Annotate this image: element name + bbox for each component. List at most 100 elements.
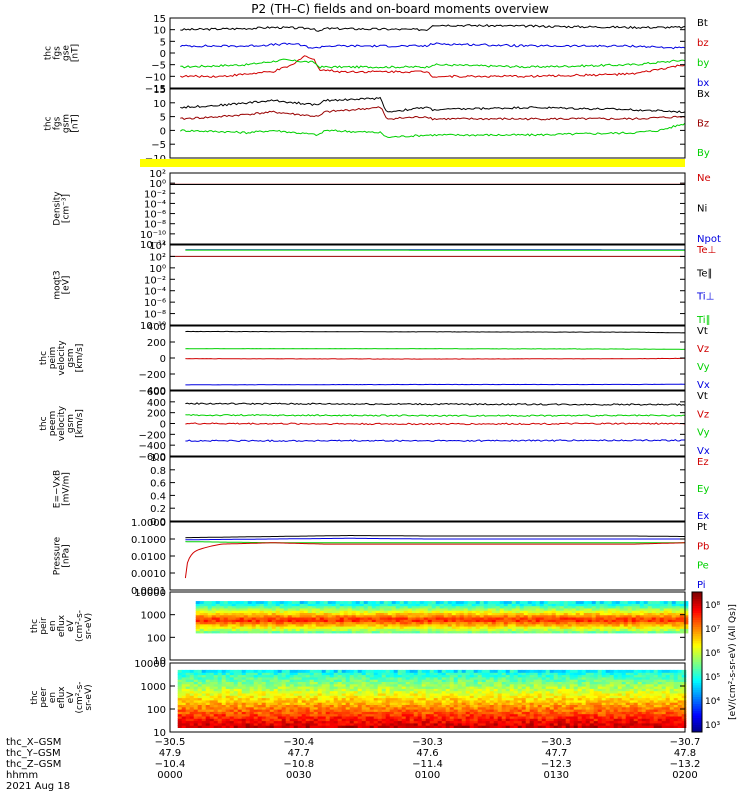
heatmap-cell bbox=[571, 621, 577, 625]
heatmap-cell bbox=[605, 692, 611, 696]
heatmap-cell bbox=[217, 672, 223, 676]
heatmap-cell bbox=[457, 704, 463, 708]
heatmap-cell bbox=[675, 630, 681, 634]
heatmap-cell bbox=[239, 605, 245, 609]
heatmap-cell bbox=[355, 621, 361, 625]
heatmap-cell bbox=[367, 607, 373, 611]
heatmap-cell bbox=[207, 630, 213, 634]
heatmap-cell bbox=[423, 623, 429, 627]
heatmap-cell bbox=[423, 621, 429, 625]
heatmap-cell bbox=[341, 681, 347, 685]
heatmap-cell bbox=[431, 612, 437, 616]
heatmap-cell bbox=[361, 697, 367, 701]
heatmap-cell bbox=[443, 614, 449, 618]
heatmap-cell bbox=[189, 681, 195, 685]
heatmap-cell bbox=[237, 725, 243, 728]
heatmap-cell bbox=[413, 679, 419, 682]
heatmap-cell bbox=[609, 676, 615, 680]
heatmap-cell bbox=[589, 713, 595, 717]
heatmap-cell bbox=[461, 674, 467, 678]
heatmap-cell bbox=[231, 623, 237, 627]
heatmap-cell bbox=[247, 630, 253, 634]
heatmap-cell bbox=[585, 715, 591, 719]
heatmap-cell bbox=[625, 690, 631, 694]
heatmap-cell bbox=[635, 621, 641, 625]
heatmap-cell bbox=[383, 623, 389, 627]
heatmap-cell bbox=[457, 669, 463, 673]
heatmap-cell bbox=[509, 706, 515, 710]
heatmap-cell bbox=[239, 619, 245, 623]
heatmap-cell bbox=[365, 686, 371, 689]
heatmap-cell bbox=[185, 713, 191, 717]
heatmap-cell bbox=[477, 709, 483, 712]
heatmap-cell bbox=[221, 706, 227, 710]
heatmap-cell bbox=[201, 679, 207, 682]
heatmap-cell bbox=[203, 612, 209, 616]
heatmap-cell bbox=[481, 706, 487, 710]
heatmap-cell bbox=[265, 688, 271, 692]
heatmap-cell bbox=[291, 628, 297, 632]
heatmap-cell bbox=[313, 704, 319, 708]
heatmap-cell bbox=[381, 706, 387, 710]
heatmap-cell bbox=[569, 709, 575, 712]
heatmap-cell bbox=[487, 619, 493, 623]
ylabel-line: E=−VxB bbox=[53, 470, 63, 508]
heatmap-cell bbox=[465, 692, 471, 696]
heatmap-cell bbox=[399, 605, 405, 609]
heatmap-cell bbox=[323, 605, 329, 609]
heatmap-cell bbox=[177, 690, 183, 694]
heatmap-cell bbox=[415, 605, 421, 609]
heatmap-cell bbox=[219, 616, 225, 620]
heatmap-cell bbox=[205, 672, 211, 676]
heatmap-cell bbox=[293, 690, 299, 694]
heatmap-cell bbox=[425, 690, 431, 694]
heatmap-cell bbox=[405, 669, 411, 673]
heatmap-cell bbox=[601, 722, 607, 726]
heatmap-cell bbox=[557, 695, 563, 699]
heatmap-cell bbox=[295, 603, 301, 607]
heatmap-cell bbox=[299, 621, 305, 625]
heatmap-cell bbox=[563, 614, 569, 618]
heatmap-cell bbox=[465, 672, 471, 676]
heatmap-cell bbox=[633, 692, 639, 696]
heatmap-cell bbox=[337, 686, 343, 689]
heatmap-cell bbox=[291, 626, 297, 629]
heatmap-cell bbox=[303, 614, 309, 618]
heatmap-cell bbox=[371, 628, 377, 632]
heatmap-cell bbox=[493, 681, 499, 685]
heatmap-cell bbox=[525, 697, 531, 701]
heatmap-cell bbox=[617, 704, 623, 708]
heatmap-cell bbox=[261, 669, 267, 673]
heatmap-cell bbox=[343, 603, 349, 607]
heatmap-cell bbox=[607, 603, 613, 607]
heatmap-cell bbox=[409, 686, 415, 689]
heatmap-cell bbox=[449, 690, 455, 694]
heatmap-cell bbox=[333, 709, 339, 712]
heatmap-cell bbox=[397, 718, 403, 722]
heatmap-cell bbox=[575, 614, 581, 618]
heatmap-cell bbox=[345, 672, 351, 676]
heatmap-cell bbox=[221, 672, 227, 676]
heatmap-cell bbox=[611, 628, 617, 632]
heatmap-cell bbox=[317, 695, 323, 699]
ytick-label: −600 bbox=[139, 452, 166, 463]
heatmap-cell bbox=[633, 718, 639, 722]
heatmap-cell bbox=[539, 619, 545, 623]
heatmap-cell bbox=[667, 612, 673, 616]
heatmap-cell bbox=[327, 612, 333, 616]
heatmap-cell bbox=[465, 688, 471, 692]
heatmap-cell bbox=[335, 610, 341, 613]
heatmap-cell bbox=[233, 683, 239, 687]
heatmap-cell bbox=[573, 679, 579, 682]
heatmap-cell bbox=[503, 623, 509, 627]
heatmap-cell bbox=[451, 626, 457, 629]
heatmap-cell bbox=[469, 720, 475, 724]
heatmap-cell bbox=[509, 702, 515, 705]
heatmap-cell bbox=[319, 616, 325, 620]
heatmap-cell bbox=[193, 718, 199, 722]
heatmap-cell bbox=[487, 601, 493, 604]
heatmap-cell bbox=[353, 690, 359, 694]
panel-frame bbox=[169, 244, 686, 326]
heatmap-cell bbox=[251, 626, 257, 629]
ytick-label: −10 bbox=[145, 72, 166, 83]
